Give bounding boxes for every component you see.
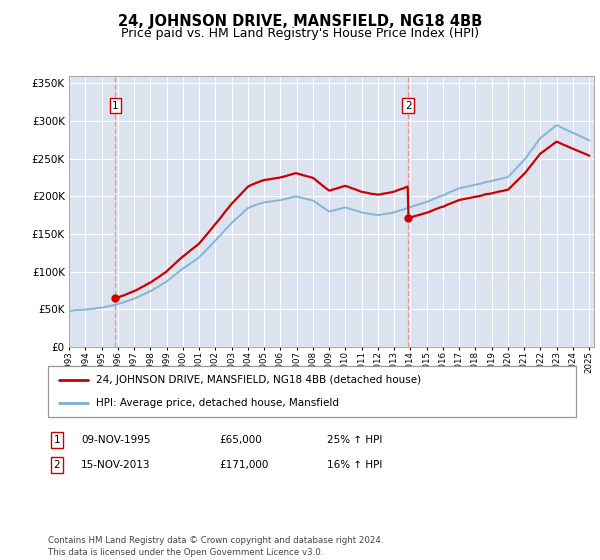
Text: 2: 2 <box>405 101 412 111</box>
Text: Price paid vs. HM Land Registry's House Price Index (HPI): Price paid vs. HM Land Registry's House … <box>121 27 479 40</box>
Text: 25% ↑ HPI: 25% ↑ HPI <box>327 435 382 445</box>
Text: 1: 1 <box>112 101 119 111</box>
Text: Contains HM Land Registry data © Crown copyright and database right 2024.
This d: Contains HM Land Registry data © Crown c… <box>48 536 383 557</box>
Text: 24, JOHNSON DRIVE, MANSFIELD, NG18 4BB: 24, JOHNSON DRIVE, MANSFIELD, NG18 4BB <box>118 14 482 29</box>
Text: 2: 2 <box>53 460 61 470</box>
Text: 15-NOV-2013: 15-NOV-2013 <box>81 460 151 470</box>
Text: 1: 1 <box>53 435 61 445</box>
Text: £65,000: £65,000 <box>219 435 262 445</box>
Text: HPI: Average price, detached house, Mansfield: HPI: Average price, detached house, Mans… <box>95 398 338 408</box>
Text: 24, JOHNSON DRIVE, MANSFIELD, NG18 4BB (detached house): 24, JOHNSON DRIVE, MANSFIELD, NG18 4BB (… <box>95 375 421 385</box>
Text: 09-NOV-1995: 09-NOV-1995 <box>81 435 151 445</box>
Text: 16% ↑ HPI: 16% ↑ HPI <box>327 460 382 470</box>
Text: £171,000: £171,000 <box>219 460 268 470</box>
